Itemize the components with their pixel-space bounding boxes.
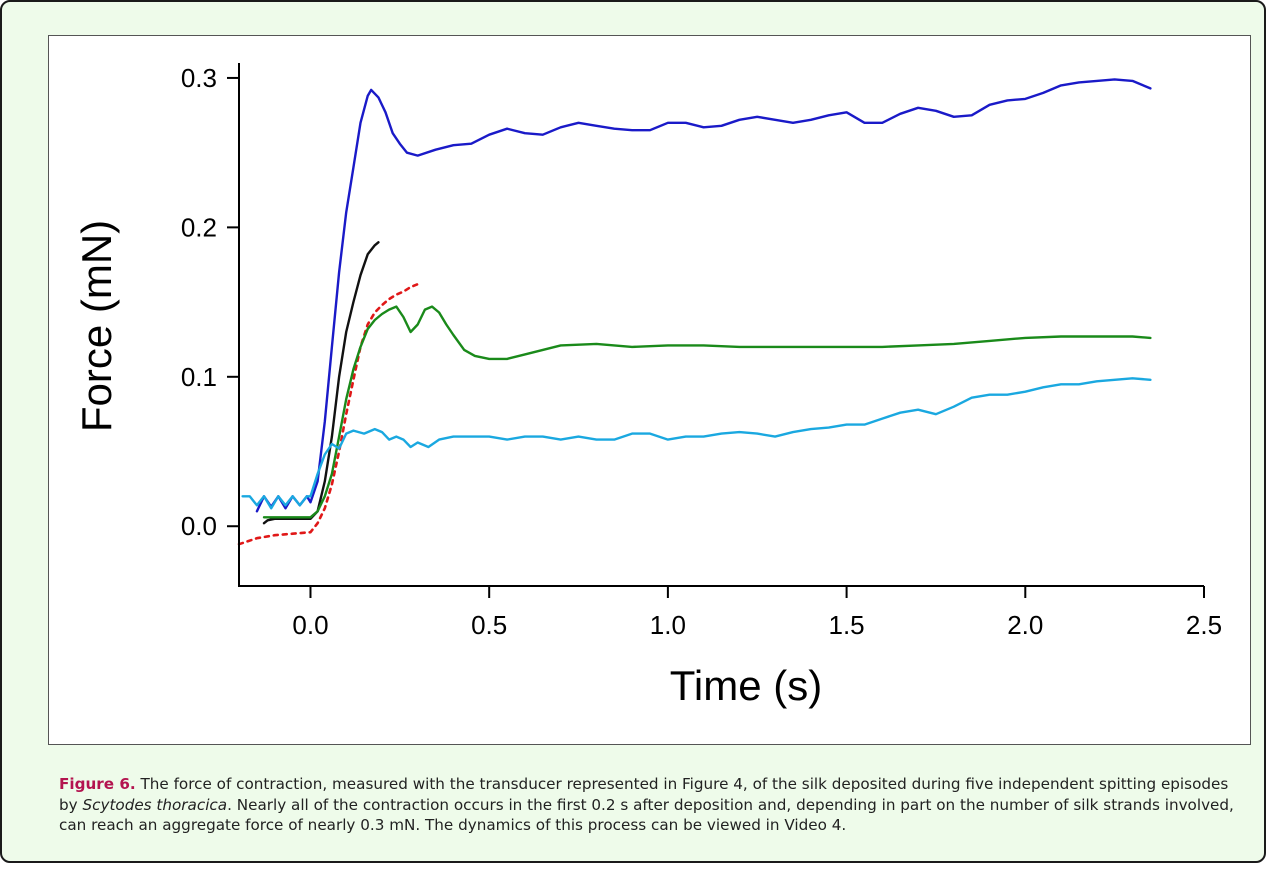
figure-label: Figure 6.	[59, 775, 136, 793]
x-tick-label: 1.5	[829, 610, 865, 640]
chart-frame: 0.0 0.1 0.2 0.3 0.0 0.5 1.0 1.5 2.0 2.5 Time (s) …	[48, 35, 1251, 745]
x-tick-label: 1.0	[650, 610, 686, 640]
x-tick-label: 0.0	[292, 610, 328, 640]
caption-text-1: The force of contraction, measured with …	[59, 775, 1229, 814]
series-line-2	[262, 241, 380, 525]
y-tick-label: 0.1	[181, 362, 217, 392]
x-axis-title: Time (s)	[670, 662, 822, 709]
series-line-3	[237, 281, 423, 546]
series-line-1	[255, 78, 1152, 513]
series-line-4	[262, 305, 1152, 519]
x-tick-label: 2.5	[1186, 610, 1222, 640]
y-tick-label: 0.0	[181, 511, 217, 541]
figure-caption: Figure 6. The force of contraction, meas…	[59, 774, 1249, 836]
x-tick-label: 2.0	[1007, 610, 1043, 640]
y-tick-label: 0.2	[181, 212, 217, 242]
axes-layer: 0.0 0.1 0.2 0.3 0.0 0.5 1.0 1.5 2.0 2.5	[181, 63, 1222, 640]
y-tick-label: 0.3	[181, 63, 217, 93]
series-layer	[237, 78, 1152, 546]
series-line-5	[241, 377, 1152, 510]
caption-species: Scytodes thoracica	[82, 795, 228, 814]
line-chart: 0.00.10.20.30.0 0.5 1.0 1.5 2.0 2.5 Time (s) …	[73, 63, 1222, 709]
x-tick-label: 0.5	[471, 610, 507, 640]
caption-text-2: . Nearly all of the contraction occurs i…	[59, 795, 1234, 835]
y-axis-title: Force (mN)	[73, 220, 120, 432]
